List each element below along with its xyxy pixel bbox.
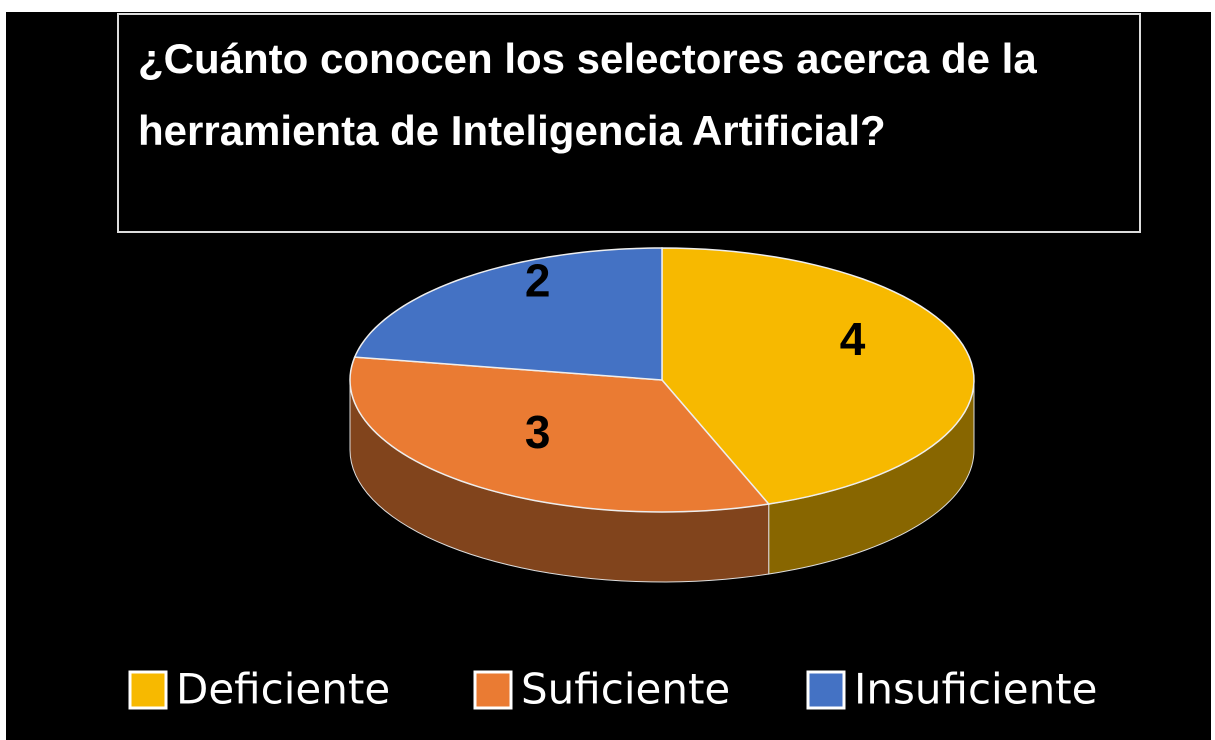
legend-swatch: [128, 670, 168, 710]
legend-label: Suficiente: [521, 665, 730, 714]
legend-swatch: [806, 670, 846, 710]
chart-title: ¿Cuánto conocen los selectores acerca de…: [138, 35, 1037, 82]
legend-label: Deficiente: [176, 665, 390, 714]
legend-swatch: [473, 670, 513, 710]
data-label: 4: [840, 313, 866, 365]
pie-slice: [353, 247, 663, 381]
pie-slice: [661, 247, 975, 505]
data-label: 3: [525, 406, 551, 458]
data-label: 2: [525, 254, 551, 306]
title-box: [117, 13, 1141, 233]
legend-label: Insuficiente: [854, 665, 1098, 714]
pie-slice: [349, 356, 771, 513]
chart-title: herramienta de Inteligencia Artificial?: [138, 107, 886, 154]
